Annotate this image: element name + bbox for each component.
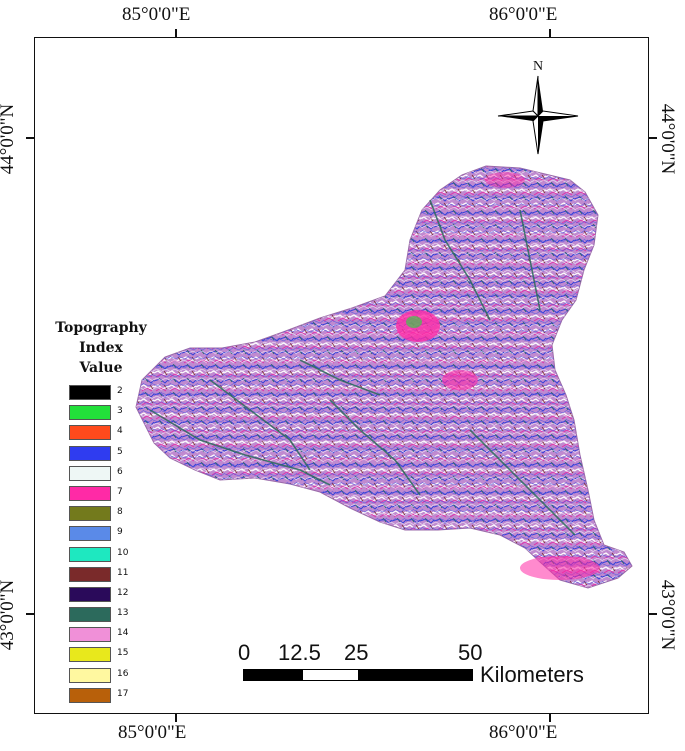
legend-label: 5 [117, 446, 123, 457]
coord-bottom-right: 86°0'0"E [489, 722, 558, 743]
legend-swatch [69, 647, 111, 663]
legend-label: 12 [117, 587, 129, 598]
legend-label: 16 [117, 668, 129, 679]
legend-label: 8 [117, 507, 123, 518]
legend-label: 7 [117, 486, 123, 497]
scale-label-12-5: 12.5 [278, 640, 321, 665]
tick-right-lower [648, 613, 657, 615]
legend-label: 3 [117, 406, 123, 417]
legend-swatch [69, 667, 111, 683]
tick-bottom-right [549, 713, 551, 722]
legend-swatch [69, 566, 111, 582]
coord-bottom-left: 85°0'0"E [118, 722, 187, 743]
scale-bar-segment-3 [358, 669, 473, 681]
legend-swatch [69, 607, 111, 623]
legend-title: Topography Index Value [38, 318, 164, 378]
legend-label: 15 [117, 648, 129, 659]
scale-label-25: 25 [344, 640, 369, 665]
legend-swatch [69, 526, 111, 542]
legend-title-line2: Index [79, 340, 123, 356]
legend-swatch [69, 385, 111, 400]
legend-swatch [69, 687, 111, 703]
legend-label: 9 [117, 527, 123, 538]
coord-top-left: 85°0'0"E [122, 4, 191, 25]
legend-label: 14 [117, 628, 129, 639]
legend-label: 10 [117, 547, 129, 558]
scale-label-0: 0 [238, 640, 251, 665]
scale-label-50: 50 [458, 640, 483, 665]
legend-swatch [69, 627, 111, 643]
legend-title-line1: Topography [55, 320, 147, 336]
tick-right-upper [648, 137, 657, 139]
tick-left-lower [26, 613, 35, 615]
legend-swatch [69, 546, 111, 562]
legend-swatch [69, 425, 111, 441]
legend-label: 11 [117, 567, 129, 578]
drainage-channels [149, 199, 576, 536]
legend-label: 2 [117, 386, 123, 396]
legend-swatch [69, 465, 111, 481]
legend-swatch [69, 586, 111, 602]
high-index-patches [396, 172, 600, 580]
legend-title-line3: Value [79, 360, 123, 376]
tick-left-upper [26, 137, 35, 139]
tick-bottom-left [175, 713, 177, 722]
watershed-basin [135, 165, 633, 589]
scale-bar-segment-2 [302, 669, 359, 681]
scale-unit: Kilometers [480, 662, 584, 687]
legend-label: 4 [117, 426, 123, 437]
north-arrow-icon: N [497, 59, 579, 155]
legend-swatch [69, 445, 111, 461]
legend-swatch [69, 506, 111, 522]
north-label: N [533, 59, 543, 74]
legend-label: 13 [117, 608, 129, 619]
legend-swatch [69, 485, 111, 501]
coord-top-right: 86°0'0"E [489, 4, 558, 25]
legend-swatch [69, 405, 111, 421]
tick-top-left [175, 29, 177, 38]
map-frame [34, 37, 649, 714]
scale-bar-segment-1 [243, 669, 303, 681]
tick-top-right [549, 29, 551, 38]
legend-label: 6 [117, 466, 123, 477]
legend-label: 17 [117, 688, 129, 699]
